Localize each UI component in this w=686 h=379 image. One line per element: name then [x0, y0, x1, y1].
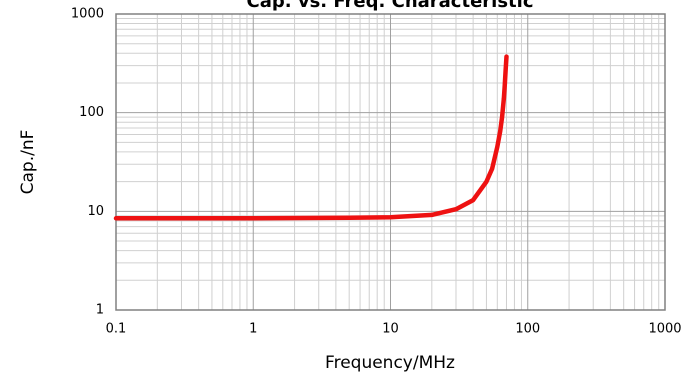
x-tick-label: 0.1	[106, 322, 127, 337]
y-tick-label: 10	[87, 204, 104, 219]
y-axis-label: Cap./nF	[18, 130, 38, 195]
data-line	[113, 54, 509, 221]
x-tick-label: 1000	[648, 322, 681, 337]
chart-title: Cap. vs. Freq. Characteristic	[247, 0, 534, 12]
x-tick-label: 1	[249, 322, 257, 337]
y-tick-label: 1	[96, 303, 104, 318]
x-tick-label: 100	[515, 322, 540, 337]
y-tick-label: 1000	[71, 7, 104, 22]
x-axis-label: Frequency/MHz	[325, 353, 455, 373]
y-tick-label: 100	[79, 105, 104, 120]
plot-frame	[115, 13, 666, 311]
x-tick-label: 10	[382, 322, 399, 337]
